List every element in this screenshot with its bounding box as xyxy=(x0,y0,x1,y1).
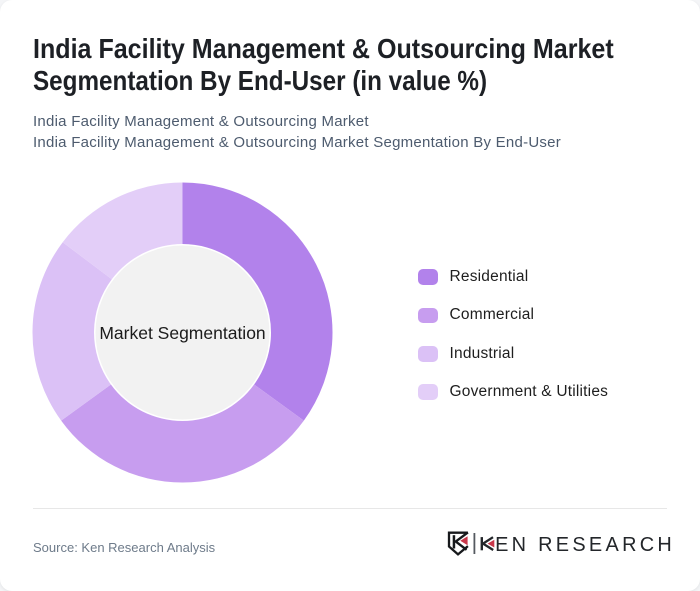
svg-text:KEN RESEARCH: K EN RESEARCH xyxy=(477,534,676,556)
svg-text:Market Segmentation: Market Segmentation xyxy=(99,323,265,343)
